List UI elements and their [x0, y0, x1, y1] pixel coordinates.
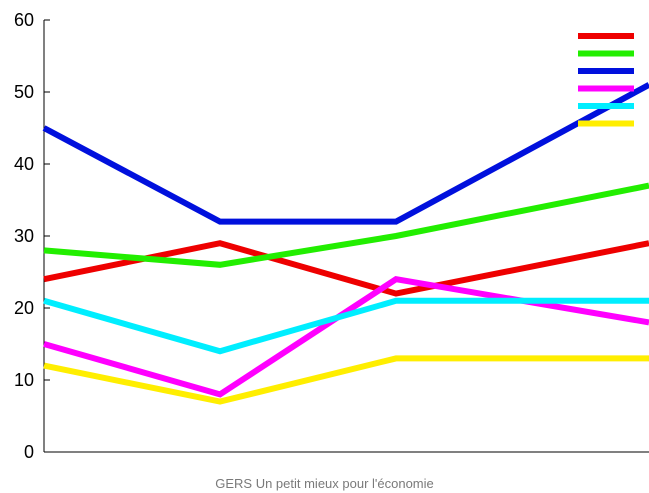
y-tick-label: 0: [24, 442, 34, 462]
series-line-5: [43, 297, 649, 355]
series-line-2: [43, 182, 649, 268]
series-layer: [42, 82, 649, 405]
legend: [578, 33, 634, 127]
series-line-4: [43, 276, 649, 398]
series-line-3: [42, 82, 649, 225]
y-tick-label: 50: [14, 82, 34, 102]
series-line-1: [43, 240, 649, 297]
line-chart: 0 10 20 30 40 50 60: [14, 10, 649, 462]
y-tick-label: 30: [14, 226, 34, 246]
chart-caption: GERS Un petit mieux pour l'économie: [215, 476, 434, 491]
axes: 0 10 20 30 40 50 60: [14, 10, 649, 462]
y-tick-label: 40: [14, 154, 34, 174]
y-tick-label: 60: [14, 10, 34, 30]
y-tick-label: 20: [14, 298, 34, 318]
series-line-6: [43, 355, 649, 405]
y-tick-label: 10: [14, 370, 34, 390]
